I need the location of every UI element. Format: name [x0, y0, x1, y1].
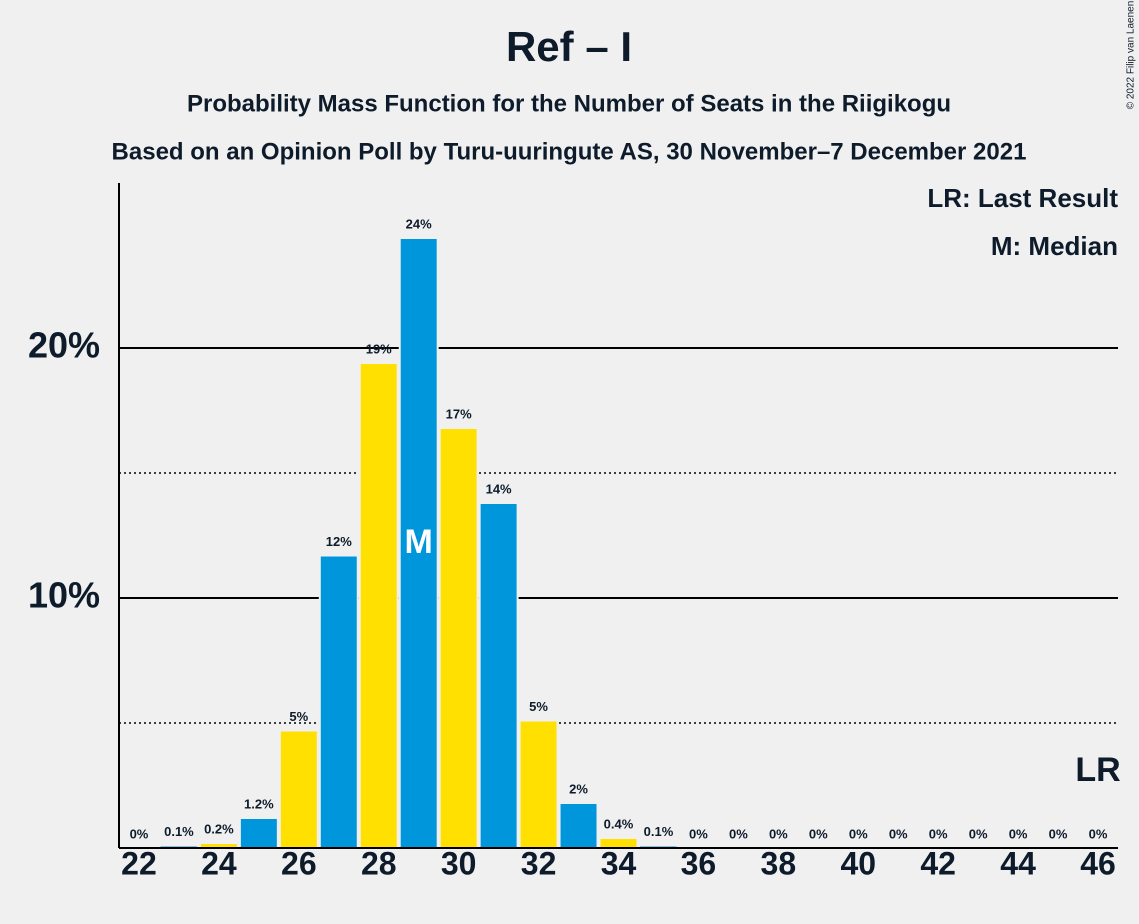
value-label: 17%	[446, 406, 472, 421]
value-label: 0.2%	[204, 821, 234, 836]
y-tick-label: 20%	[28, 325, 100, 366]
value-label: 12%	[326, 534, 352, 549]
x-tick-label: 32	[521, 845, 557, 881]
bar	[318, 554, 359, 849]
value-label: 1.2%	[244, 796, 274, 811]
chart-subtitle: Based on an Opinion Poll by Turu-uuringu…	[112, 138, 1027, 165]
y-tick-label: 10%	[28, 575, 100, 616]
value-label: 0.1%	[644, 824, 674, 839]
value-label: 24%	[406, 216, 432, 231]
value-label: 0%	[929, 826, 948, 841]
x-tick-label: 24	[201, 845, 237, 881]
value-label: 0.4%	[604, 816, 634, 831]
legend-entry: M: Median	[991, 231, 1118, 261]
value-label: 0%	[1089, 826, 1108, 841]
bar	[238, 817, 279, 849]
bar	[438, 427, 479, 849]
x-tick-label: 36	[681, 845, 717, 881]
value-label: 0%	[130, 826, 149, 841]
value-label: 0%	[729, 826, 748, 841]
copyright: © 2022 Filip van Laenen	[1126, 1, 1137, 110]
bar	[518, 719, 559, 849]
value-label: 14%	[486, 481, 512, 496]
bar	[478, 502, 519, 849]
value-label: 2%	[569, 781, 588, 796]
value-label: 0%	[969, 826, 988, 841]
x-tick-label: 46	[1080, 845, 1116, 881]
x-tick-label: 42	[920, 845, 956, 881]
chart-subtitle: Probability Mass Function for the Number…	[187, 90, 951, 117]
value-label: 0%	[689, 826, 708, 841]
value-label: 0.1%	[164, 824, 194, 839]
value-label: 0%	[849, 826, 868, 841]
value-label: 0%	[1009, 826, 1028, 841]
median-marker: M	[405, 523, 433, 561]
bar	[558, 802, 599, 849]
bar	[358, 362, 399, 849]
value-label: 0%	[769, 826, 788, 841]
value-label: 0%	[889, 826, 908, 841]
x-tick-label: 26	[281, 845, 317, 881]
x-tick-label: 38	[761, 845, 797, 881]
last-result-marker: LR	[1075, 751, 1120, 789]
bar	[278, 729, 319, 849]
x-tick-label: 44	[1000, 845, 1036, 881]
value-label: 5%	[289, 709, 308, 724]
x-tick-label: 40	[840, 845, 876, 881]
chart-title: Ref – I	[506, 23, 632, 70]
legend-entry: LR: Last Result	[927, 183, 1118, 213]
x-tick-label: 22	[121, 845, 157, 881]
value-label: 19%	[366, 341, 392, 356]
x-tick-label: 28	[361, 845, 397, 881]
value-label: 5%	[529, 699, 548, 714]
x-tick-label: 30	[441, 845, 477, 881]
value-label: 0%	[809, 826, 828, 841]
x-tick-label: 34	[601, 845, 637, 881]
value-label: 0%	[1049, 826, 1068, 841]
